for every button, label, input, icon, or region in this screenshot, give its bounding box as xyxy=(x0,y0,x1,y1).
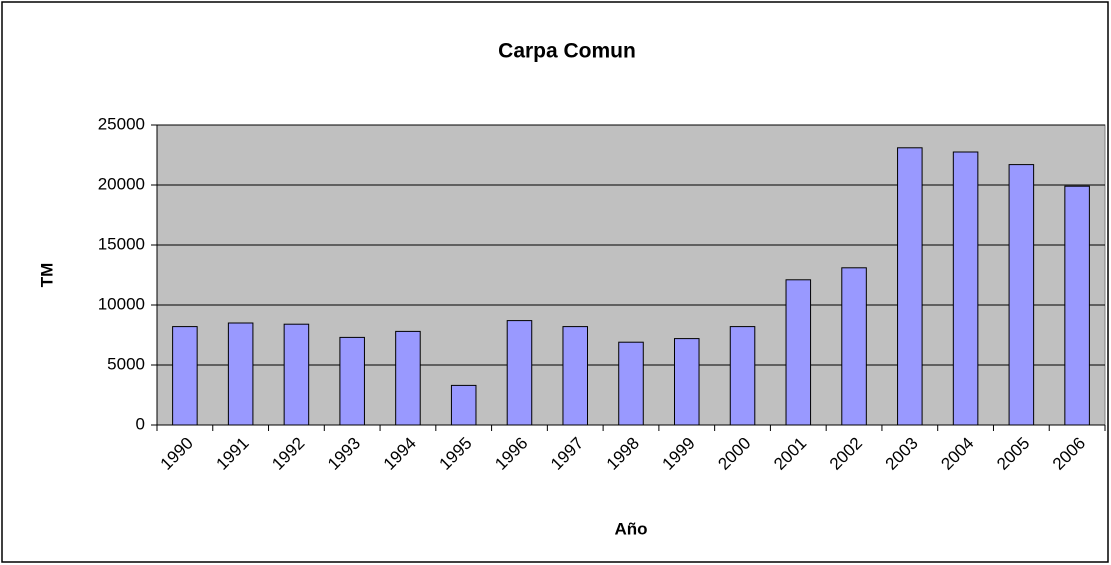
bar xyxy=(283,323,310,426)
y-tick-label: 20000 xyxy=(98,174,145,193)
bar xyxy=(172,326,198,426)
bar xyxy=(618,341,644,426)
bar xyxy=(841,267,867,426)
bar xyxy=(227,322,254,426)
bar xyxy=(506,320,533,426)
y-tick-label: 0 xyxy=(136,414,145,433)
bar xyxy=(952,151,979,426)
bar xyxy=(1064,185,1090,426)
bar xyxy=(339,336,365,426)
bar xyxy=(395,330,421,426)
y-axis-title: TM xyxy=(37,263,56,288)
bar xyxy=(1008,164,1035,426)
bar xyxy=(562,326,589,426)
bar xyxy=(450,384,477,426)
y-tick-label: 10000 xyxy=(98,294,145,313)
chart-title: Carpa Comun xyxy=(498,40,636,63)
x-axis-title: Año xyxy=(614,519,647,538)
bar xyxy=(729,326,756,426)
y-tick-label: 25000 xyxy=(98,114,145,133)
bar xyxy=(673,338,700,426)
bar xyxy=(897,147,923,426)
y-tick-label: 15000 xyxy=(98,234,145,253)
bar xyxy=(785,279,812,426)
y-tick-label: 5000 xyxy=(107,354,145,373)
